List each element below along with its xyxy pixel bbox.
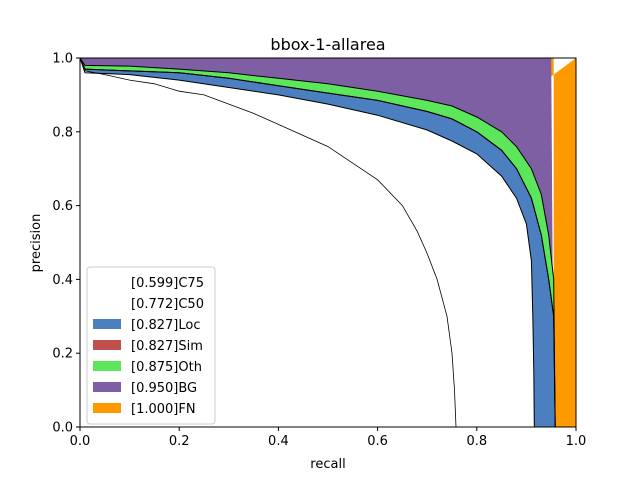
legend-swatch [93, 298, 121, 308]
curve-line-4 [79, 57, 556, 428]
legend-swatch [93, 319, 121, 329]
legend-swatch [93, 382, 121, 392]
curve-line-3 [79, 57, 556, 428]
x-tick-label: 0.4 [268, 434, 289, 449]
curve-line-0 [79, 57, 457, 428]
chart-title: bbox-1-allarea [270, 35, 385, 54]
y-tick-label: 0.6 [52, 199, 73, 214]
legend-label: [0.827]Sim [131, 339, 203, 354]
legend-label: [0.875]Oth [131, 360, 202, 375]
x-axis-label: recall [310, 457, 345, 472]
x-tick-label: 0.6 [367, 434, 388, 449]
legend-label: [1.000]FN [131, 402, 196, 417]
x-tick-label: 0.0 [70, 434, 91, 449]
y-tick-label: 0.4 [52, 273, 73, 288]
x-axis: 0.0 0.2 0.4 0.6 0.8 1.0 [70, 427, 587, 449]
x-tick-label: 1.0 [566, 434, 587, 449]
y-axis-label: precision [29, 214, 44, 273]
legend-swatch [93, 277, 121, 287]
y-tick-label: 0.8 [52, 125, 73, 140]
legend-label: [0.827]Loc [131, 318, 200, 333]
legend: [0.599]C75 [0.772]C50 [0.827]Loc [0.827]Sim… [86, 266, 216, 425]
y-axis: 0.0 0.2 0.4 0.6 0.8 1.0 [52, 52, 80, 436]
legend-swatch [93, 403, 121, 413]
legend-swatch [93, 361, 121, 371]
y-tick-label: 1.0 [52, 52, 73, 67]
legend-label: [0.950]BG [131, 381, 197, 396]
curve-line-1 [79, 57, 535, 428]
x-tick-label: 0.2 [169, 434, 190, 449]
legend-label: [0.599]C75 [131, 276, 204, 291]
x-tick-label: 0.8 [466, 434, 487, 449]
y-tick-label: 0.2 [52, 347, 73, 362]
plot-frame [79, 57, 577, 428]
legend-swatch [93, 340, 121, 350]
legend-label: [0.772]C50 [131, 297, 204, 312]
y-tick-label: 0.0 [52, 421, 73, 436]
